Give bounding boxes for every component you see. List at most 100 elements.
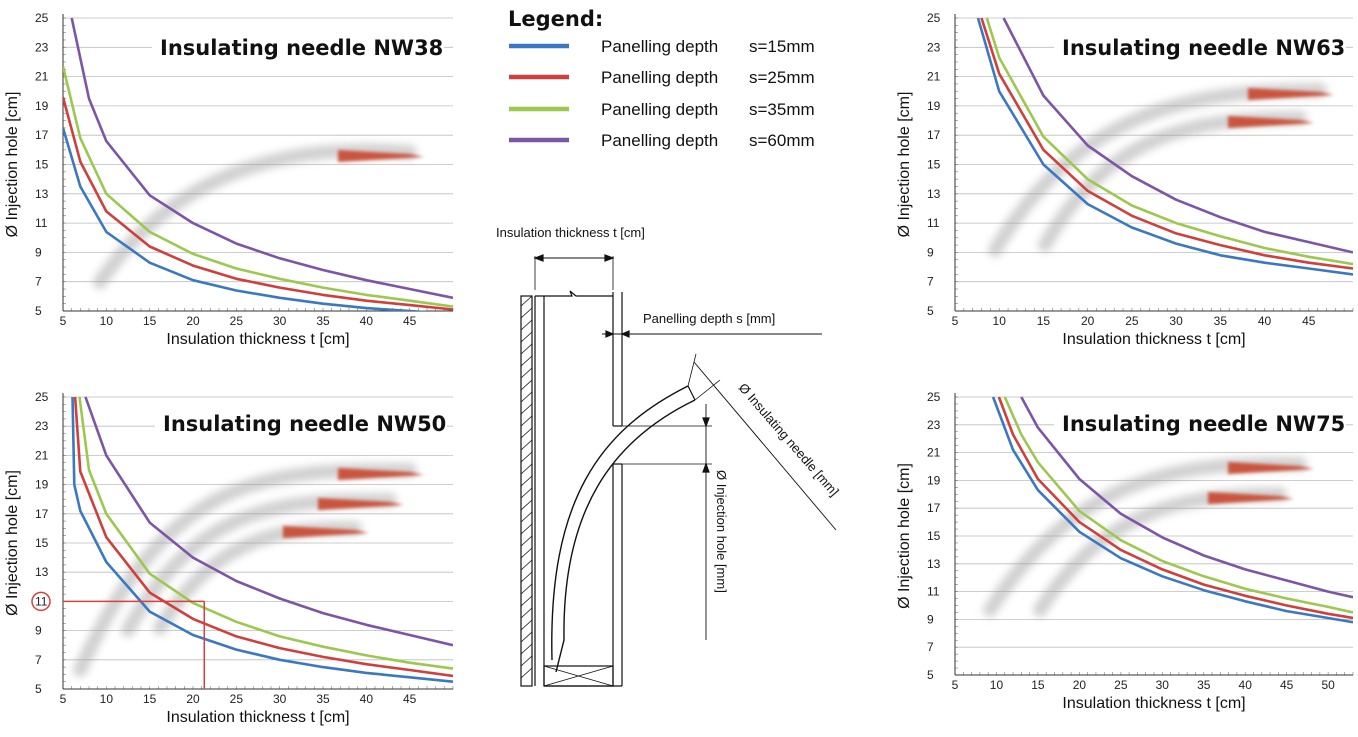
legend-item-2: Panelling depth s=25mm (509, 68, 815, 87)
x-axis-label: Insulation thickness t [cm] (166, 709, 349, 726)
chart-nw75: 5 7 9 11 13 15 17 19 21 23 25 5 10 15 20 25 30 35 40 45 50 In… (896, 390, 1354, 712)
needle-red-tip (338, 468, 424, 480)
x-tick-label: 40 (360, 314, 374, 328)
series-line-s=60mm (84, 396, 453, 647)
legend-item-3: Panelling depth s=35mm (509, 100, 815, 119)
y-tick-label: 7 (35, 275, 42, 289)
y-tick-label: 23 (35, 40, 49, 54)
x-tick-label: 25 (230, 692, 244, 706)
y-tick-label: 9 (35, 245, 42, 259)
needle-red-tip (1208, 492, 1294, 504)
y-tick-label: 21 (927, 446, 941, 460)
y-axis-label: Ø Injection hole [cm] (4, 92, 21, 238)
example-reading (31, 591, 206, 689)
y-tick-label: 19 (927, 99, 941, 113)
label-insulation-thickness: Insulation thickness t [cm] (496, 225, 645, 240)
series-line-s=25mm (63, 96, 453, 311)
label-hole-diameter: Ø Injection hole [mm] (714, 470, 729, 593)
installation-diagram (520, 254, 837, 687)
y-tick-label: 13 (927, 557, 941, 571)
series-line-s=35mm (1003, 396, 1353, 614)
insulating-needle-inner (555, 399, 696, 673)
series-line-s=15mm (63, 127, 430, 311)
y-tick-label: 25 (35, 390, 49, 404)
y-tick-label: 25 (927, 390, 941, 404)
y-tick-label: 7 (927, 275, 934, 289)
y-tick-label: 13 (927, 187, 941, 201)
y-tick-label: 17 (927, 501, 941, 515)
needle-illustrations (988, 83, 1334, 257)
bottom-plate (543, 665, 614, 687)
y-tick-label: 13 (35, 565, 49, 579)
x-tick-label: 5 (952, 314, 959, 328)
y-tick-label: 19 (35, 478, 49, 492)
y-tick-label: 11 (927, 585, 940, 599)
legend-value: s=35mm (749, 100, 815, 119)
needle-illustrations (983, 456, 1314, 617)
x-tick-label: 25 (1114, 678, 1128, 692)
x-tick-label: 15 (1031, 678, 1045, 692)
chart-title: Insulating needle NW63 (1062, 36, 1345, 60)
x-tick-label: 20 (1081, 314, 1095, 328)
x-tick-label: 40 (1258, 314, 1272, 328)
chart-nw50: 5 7 9 11 13 15 17 19 21 23 25 5 10 15 20 25 30 35 40 45 Insu… (4, 390, 454, 726)
needle-shadow (1038, 111, 1307, 252)
y-tick-label: 21 (35, 448, 49, 462)
x-tick-label: 20 (1073, 678, 1087, 692)
series-line-s=35mm (63, 65, 453, 308)
legend-value: s=25mm (749, 68, 815, 87)
label-panelling-depth: Panelling depth s [mm] (643, 311, 775, 326)
tick-labels: 5 7 9 11 13 15 17 19 21 23 25 5 10 15 20 25 30 35 40 45 50 (927, 390, 1335, 692)
legend: Legend: Panelling depth s=15mm Panelling… (508, 7, 815, 150)
x-tick-label: 15 (1037, 314, 1051, 328)
x-axis-label: Insulation thickness t [cm] (1062, 331, 1245, 348)
label-needle-diameter: Ø Insulating needle [mm] (736, 380, 842, 499)
y-tick-label: 7 (927, 640, 934, 654)
chart-title: Insulating needle NW75 (1062, 412, 1345, 436)
x-tick-label: 15 (143, 692, 157, 706)
y-tick-label: 9 (927, 245, 934, 259)
tick-labels: 5 7 9 11 13 15 17 19 21 23 25 5 10 15 20 25 30 35 40 45 (35, 11, 417, 328)
series-line-s=15mm (991, 396, 1353, 624)
x-tick-label: 35 (1197, 678, 1211, 692)
y-tick-label: 15 (35, 158, 49, 172)
y-tick-label: 19 (35, 99, 49, 113)
title-backing (152, 33, 444, 63)
y-tick-label: 11 (35, 594, 48, 608)
y-tick-label: 15 (927, 158, 941, 172)
x-tick-label: 40 (1239, 678, 1253, 692)
y-tick-label: 21 (927, 70, 941, 84)
y-tick-label: 5 (35, 682, 42, 696)
legend-item-1: Panelling depth s=15mm (509, 37, 815, 56)
needle-red-tip (1228, 462, 1314, 474)
y-tick-label: 9 (35, 624, 42, 638)
tick-labels: 5 7 9 11 13 15 17 19 21 23 25 5 10 15 20 25 30 35 40 45 (35, 390, 417, 706)
x-axis-label: Insulation thickness t [cm] (1062, 695, 1245, 712)
x-tick-label: 45 (403, 314, 417, 328)
y-tick-label: 19 (927, 473, 941, 487)
y-tick-label: 5 (927, 304, 934, 318)
title-backing (1054, 409, 1346, 439)
x-tick-label: 10 (100, 314, 114, 328)
y-tick-label: 17 (35, 128, 49, 142)
x-tick-label: 35 (316, 692, 330, 706)
x-tick-label: 45 (1280, 678, 1294, 692)
x-tick-label: 45 (1302, 314, 1316, 328)
series-line-s=60mm (70, 17, 453, 300)
y-axis-label: Ø Injection hole [cm] (896, 463, 913, 609)
x-tick-label: 15 (143, 314, 157, 328)
x-tick-label: 20 (186, 314, 200, 328)
chart-nw38: 5 7 9 11 13 15 17 19 21 23 25 5 10 15 20 25 30 35 40 45 Insu… (4, 11, 454, 348)
x-tick-label: 50 (1321, 678, 1335, 692)
legend-label: Panelling depth (601, 68, 718, 87)
reading-circle (31, 591, 51, 612)
x-tick-label: 30 (1169, 314, 1183, 328)
needle-red-tip (283, 526, 369, 538)
diagram-labels: Insulation thickness t [cm] Panelling de… (496, 225, 842, 593)
y-tick-label: 23 (927, 418, 941, 432)
needle-red-tip (1228, 116, 1314, 128)
needle-shadow (93, 143, 417, 289)
y-tick-label: 13 (35, 187, 49, 201)
series-line-s=60mm (1002, 17, 1353, 254)
